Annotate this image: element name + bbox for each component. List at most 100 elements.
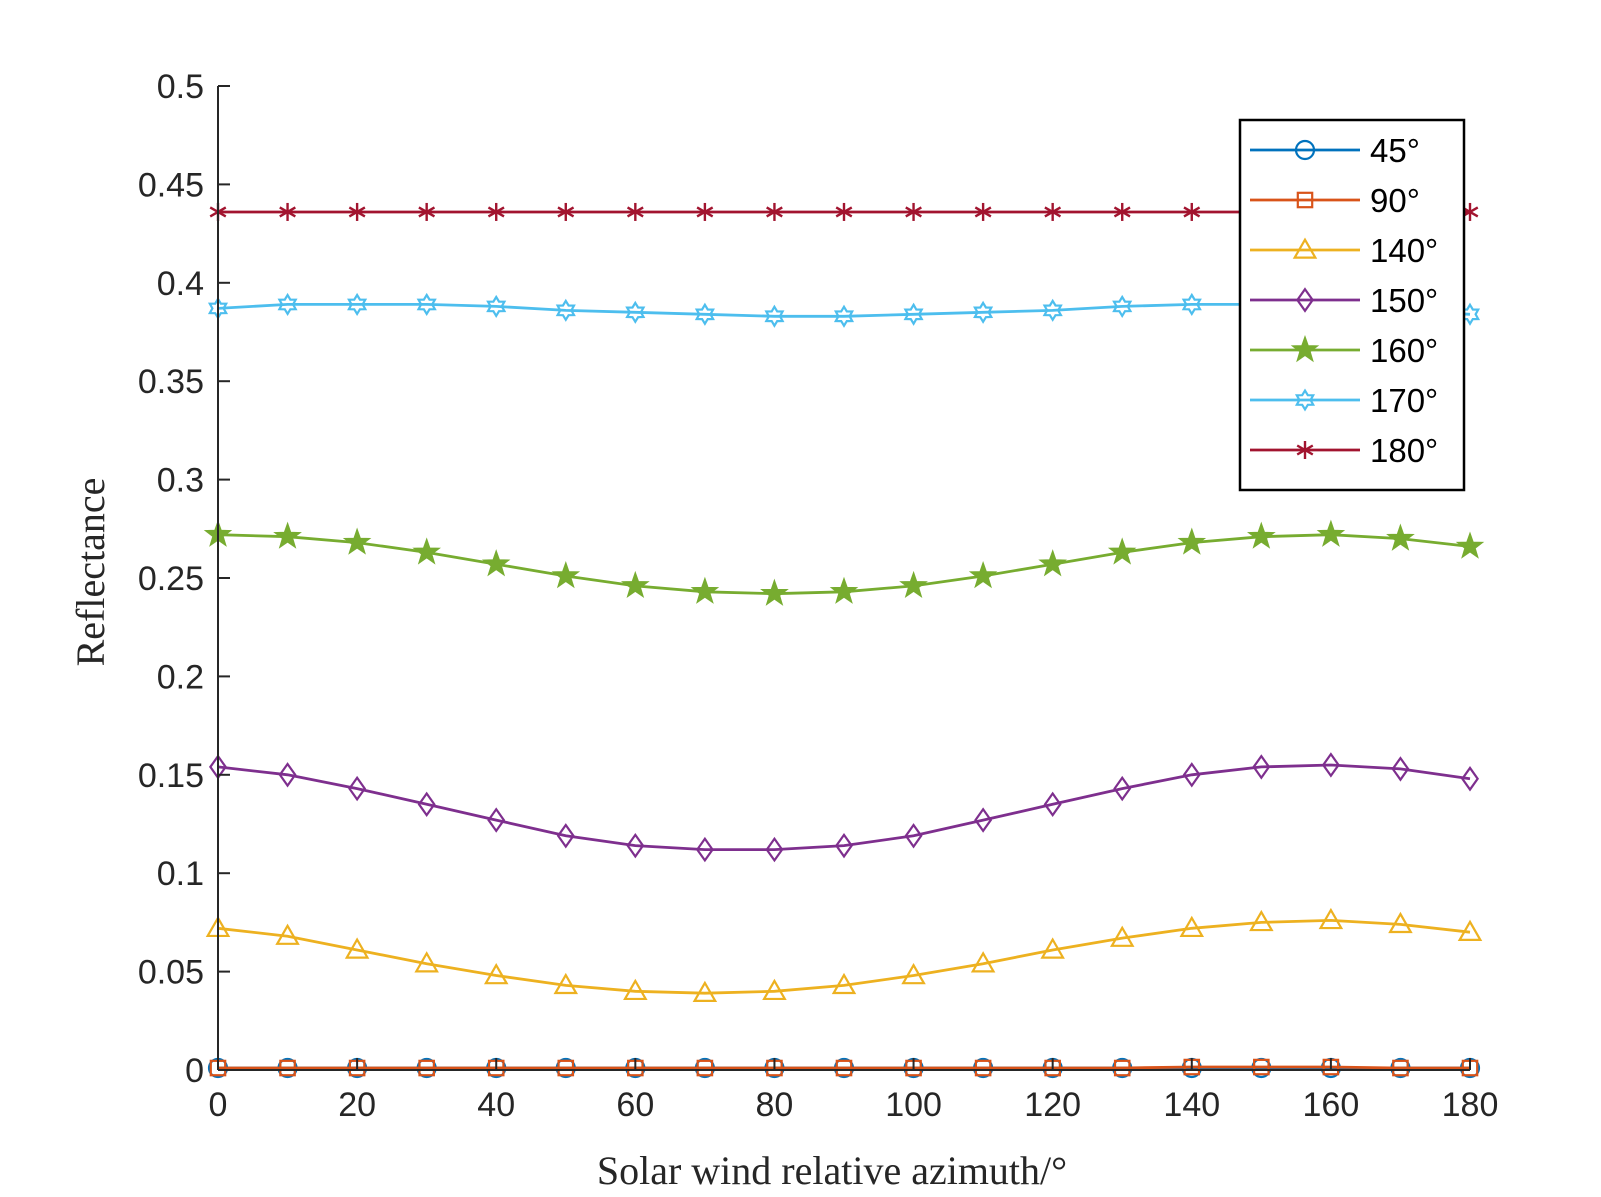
data-point: [1391, 756, 1410, 782]
x-tick-label: 160: [1303, 1086, 1360, 1124]
legend: 45° 90° 140° 150° 160° 170° 180°: [1238, 118, 1466, 492]
x-axis-title: Solar wind relative azimuth/°: [597, 1148, 1067, 1193]
data-point: [556, 823, 575, 849]
data-point: [831, 972, 857, 995]
legend-marker: [1296, 191, 1314, 209]
y-tick-label: 0.45: [138, 166, 204, 204]
data-point: [905, 202, 922, 221]
data-point: [1038, 549, 1067, 577]
data-point: [1388, 911, 1413, 934]
data-point: [903, 302, 924, 326]
data-point: [277, 292, 298, 317]
data-point: [974, 1059, 992, 1077]
y-tick-label: 0.05: [138, 954, 204, 992]
legend-label: 140°: [1370, 232, 1438, 269]
data-point: [555, 298, 576, 322]
data-point: [904, 823, 923, 849]
data-point: [1461, 766, 1479, 792]
data-point: [487, 807, 506, 833]
data-point: [275, 923, 300, 945]
y-tick-label: 0.2: [157, 658, 204, 696]
series-line: [217, 918, 1471, 995]
data-point: [1316, 519, 1346, 547]
series-line: [217, 763, 1471, 851]
x-tick-label: 180: [1442, 1086, 1499, 1124]
data-point: [418, 202, 436, 221]
y-tick-label: 0.3: [157, 462, 204, 500]
data-point: [1183, 202, 1201, 221]
data-point: [1318, 907, 1344, 930]
data-point: [279, 1059, 296, 1077]
data-point: [1113, 775, 1132, 802]
legend-marker: [1296, 441, 1314, 459]
legend-label: 150°: [1370, 282, 1438, 319]
legend-marker: [1294, 388, 1316, 412]
data-point: [486, 294, 507, 319]
tick-labels: 0 0.05 0.1 0.15 0.2 0.25 0.3 0.35 0.4 0.45 0.5 0 20 4…: [138, 68, 1499, 1124]
data-point: [1181, 292, 1202, 317]
legend-marker: [1292, 237, 1318, 259]
y-tick-label: 0.25: [138, 560, 204, 598]
y-tick-label: 0.15: [138, 757, 204, 795]
data-point: [481, 549, 511, 577]
data-point: [1043, 791, 1062, 818]
legend-label: 90°: [1370, 182, 1420, 219]
x-tick-label: 40: [477, 1086, 515, 1124]
data-point: [1113, 202, 1131, 221]
data-point: [973, 300, 994, 324]
data-point: [344, 937, 370, 959]
data-point: [278, 762, 297, 788]
data-point: [1249, 909, 1274, 932]
y-axis-title: Reflectance: [68, 478, 113, 667]
data-point: [760, 578, 789, 606]
series-2: [205, 907, 1483, 1002]
x-tick-label: 0: [209, 1086, 228, 1124]
legend-marker: [1294, 139, 1316, 161]
data-point: [970, 951, 996, 973]
data-point: [626, 202, 644, 221]
data-point: [416, 292, 437, 317]
x-tick-label: 60: [616, 1086, 654, 1124]
data-point: [1109, 925, 1135, 947]
data-point: [342, 527, 372, 555]
legend-item: 90°: [1250, 182, 1420, 219]
data-point: [974, 202, 992, 221]
x-tick-label: 140: [1163, 1086, 1220, 1124]
data-point: [833, 304, 855, 328]
data-point: [273, 521, 302, 549]
data-point: [696, 202, 714, 221]
data-point: [835, 832, 853, 859]
data-point: [1321, 752, 1340, 778]
series-3: [209, 752, 1479, 863]
legend-item: 140°: [1250, 232, 1438, 269]
legend-label: 180°: [1370, 432, 1438, 469]
x-tick-label: 80: [756, 1086, 794, 1124]
data-point: [1253, 1058, 1270, 1076]
data-point: [696, 1059, 714, 1077]
data-point: [487, 202, 505, 221]
data-point: [279, 202, 296, 221]
x-tick-label: 100: [885, 1086, 942, 1124]
data-point: [1107, 537, 1137, 565]
legend-item: 150°: [1250, 282, 1438, 319]
data-point: [483, 962, 509, 985]
data-point: [557, 202, 575, 221]
data-point: [557, 1059, 575, 1077]
data-point: [1246, 521, 1276, 549]
data-point: [899, 570, 928, 598]
data-point: [626, 832, 645, 859]
data-point: [412, 537, 441, 565]
legend-label: 160°: [1370, 332, 1438, 369]
legend-item: 180°: [1250, 432, 1438, 469]
data-point: [1182, 762, 1201, 788]
data-point: [829, 576, 859, 604]
data-point: [695, 836, 714, 863]
data-point: [1386, 523, 1415, 551]
legend-item: 160°: [1250, 332, 1438, 369]
y-tick-label: 0.1: [157, 855, 204, 893]
data-point: [1392, 1059, 1409, 1077]
data-point: [1252, 754, 1271, 780]
series-4: [203, 519, 1485, 606]
data-point: [1113, 1059, 1131, 1077]
